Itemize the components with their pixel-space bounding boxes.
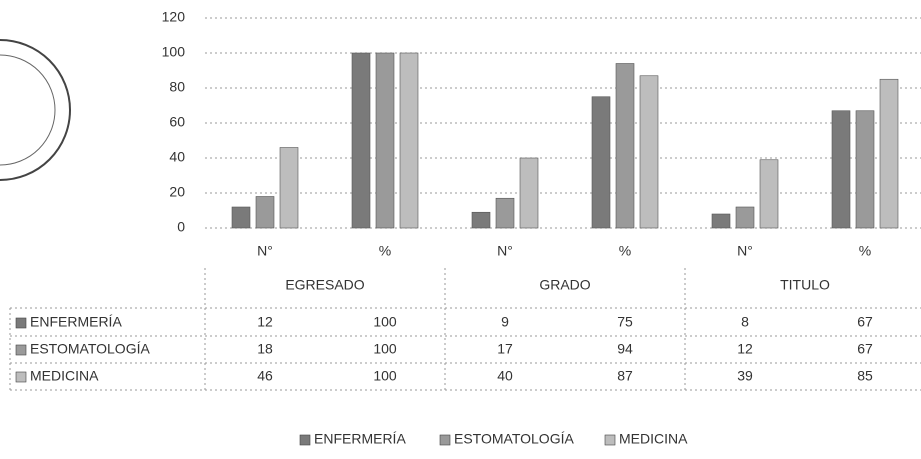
bar — [855, 110, 875, 229]
table-cell: 39 — [737, 368, 753, 384]
bar — [255, 196, 275, 229]
bar — [495, 197, 515, 229]
legend-swatch — [439, 434, 451, 446]
table-cell: 85 — [857, 368, 873, 384]
legend-swatch — [15, 344, 27, 356]
bar — [351, 52, 371, 229]
legend-swatch — [15, 371, 27, 383]
group-label: EGRESADO — [285, 277, 364, 293]
bar — [615, 63, 635, 229]
row-label: ESTOMATOLOGÍA — [30, 341, 150, 357]
x-tick-label: N° — [257, 243, 273, 259]
table-cell: 100 — [373, 341, 397, 357]
legend-label: MEDICINA — [619, 431, 688, 447]
x-tick-label: N° — [737, 243, 753, 259]
bar — [471, 211, 491, 229]
table-cell: 75 — [617, 314, 633, 330]
logo — [0, 54, 56, 166]
bar — [735, 206, 755, 229]
legend-label: ESTOMATOLOGÍA — [454, 431, 574, 447]
table-cell: 9 — [501, 314, 509, 330]
legend-swatch — [15, 317, 27, 329]
table-cell: 17 — [497, 341, 513, 357]
bar — [375, 52, 395, 229]
y-tick-label: 0 — [177, 219, 185, 235]
table-cell: 100 — [373, 314, 397, 330]
bar — [591, 96, 611, 229]
table-cell: 40 — [497, 368, 513, 384]
group-label: GRADO — [539, 277, 590, 293]
legend-swatch — [299, 434, 311, 446]
table-cell: 87 — [617, 368, 633, 384]
bar — [231, 206, 251, 229]
y-tick-label: 80 — [169, 79, 185, 95]
table-cell: 12 — [257, 314, 273, 330]
table-cell: 18 — [257, 341, 273, 357]
table-cell: 100 — [373, 368, 397, 384]
legend-label: ENFERMERÍA — [314, 431, 406, 447]
y-tick-label: 100 — [162, 44, 186, 60]
y-tick-label: 20 — [169, 184, 185, 200]
bar — [519, 157, 539, 229]
logo — [0, 39, 71, 181]
legend-swatch — [604, 434, 616, 446]
x-tick-label: % — [379, 243, 391, 259]
bar — [639, 75, 659, 229]
y-tick-label: 40 — [169, 149, 185, 165]
group-label: TITULO — [780, 277, 830, 293]
bar — [711, 213, 731, 229]
table-cell: 67 — [857, 341, 873, 357]
row-label: MEDICINA — [30, 368, 99, 384]
table-cell: 12 — [737, 341, 753, 357]
bar — [831, 110, 851, 229]
x-tick-label: % — [859, 243, 871, 259]
y-tick-label: 120 — [162, 9, 186, 25]
bar — [759, 159, 779, 229]
table-cell: 46 — [257, 368, 273, 384]
table-cell: 67 — [857, 314, 873, 330]
table-cell: 8 — [741, 314, 749, 330]
bar — [399, 52, 419, 229]
bar — [879, 78, 899, 229]
x-tick-label: % — [619, 243, 631, 259]
x-tick-label: N° — [497, 243, 513, 259]
bar — [279, 147, 299, 229]
row-label: ENFERMERÍA — [30, 314, 122, 330]
y-tick-label: 60 — [169, 114, 185, 130]
table-cell: 94 — [617, 341, 633, 357]
